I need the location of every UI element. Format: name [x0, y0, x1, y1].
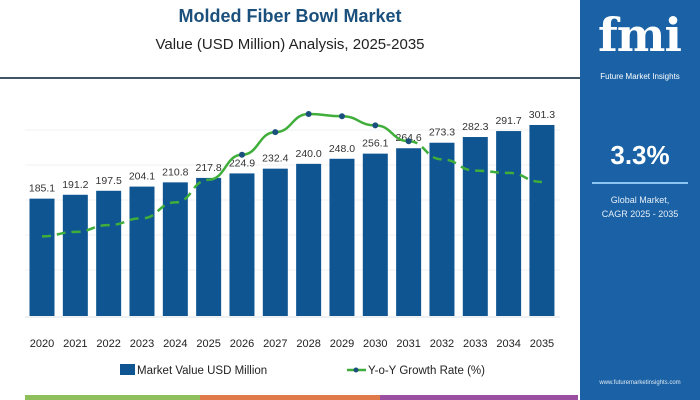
- bar-label-2025: 217.8: [196, 162, 222, 174]
- cagr-label: Global Market, CAGR 2025 - 2035: [580, 193, 700, 221]
- cagr-value: 3.3%: [610, 140, 670, 170]
- x-tick-2020: 2020: [30, 338, 54, 350]
- bar-2022: [96, 190, 122, 316]
- header-divider: [0, 77, 580, 79]
- legend-bar-label: Market Value USD Million: [137, 365, 267, 377]
- growth-marker-2027: [272, 129, 279, 136]
- x-tick-2033: 2033: [463, 338, 487, 350]
- bar-label-2021: 191.2: [62, 179, 88, 191]
- bar-label-2022: 197.5: [96, 175, 122, 187]
- x-tick-2035: 2035: [530, 338, 554, 350]
- bar-2023: [129, 186, 155, 316]
- bar-label-2027: 232.4: [262, 153, 288, 165]
- growth-line-dashed-start: [41, 178, 209, 238]
- bar-2024: [162, 182, 188, 316]
- legend-line-marker: [353, 367, 359, 373]
- x-tick-2022: 2022: [96, 338, 120, 350]
- x-tick-2026: 2026: [230, 338, 254, 350]
- x-tick-2023: 2023: [130, 338, 154, 350]
- bar-2025: [196, 177, 222, 316]
- growth-line-dashed-end: [408, 139, 542, 184]
- bar-label-2033: 282.3: [462, 121, 488, 133]
- bar-label-2026: 224.9: [229, 157, 255, 169]
- legend-bar-swatch: [120, 364, 135, 375]
- logo-text: Future Market Insights: [600, 72, 680, 81]
- strip-purple: [380, 395, 578, 400]
- strip-orange: [200, 395, 380, 400]
- bar-2032: [429, 142, 455, 316]
- bar-2029: [329, 158, 355, 316]
- bar-label-2030: 256.1: [362, 138, 388, 150]
- side-panel: fmi Future Market Insights 3.3% Global M…: [580, 0, 700, 400]
- bar-2034: [496, 131, 522, 316]
- bar-label-2023: 204.1: [129, 171, 155, 183]
- bar-label-2029: 248.0: [329, 143, 355, 155]
- x-tick-2025: 2025: [196, 338, 220, 350]
- x-tick-2028: 2028: [296, 338, 320, 350]
- bar-label-2034: 291.7: [495, 115, 521, 127]
- fmi-logo: fmi: [598, 8, 682, 62]
- bar-2033: [462, 137, 488, 316]
- bar-label-2032: 273.3: [429, 127, 455, 139]
- x-tick-2029: 2029: [330, 338, 354, 350]
- x-tick-2024: 2024: [163, 338, 187, 350]
- bar-2021: [62, 194, 88, 316]
- x-tick-2032: 2032: [430, 338, 454, 350]
- bar-2031: [396, 148, 422, 316]
- growth-marker-2026: [238, 151, 245, 158]
- chart-title: Molded Fiber Bowl Market: [178, 6, 402, 26]
- cagr-label-line1: Global Market,: [610, 195, 670, 205]
- bar-label-2020: 185.1: [29, 183, 55, 195]
- bar-2030: [362, 153, 388, 316]
- legend-line-label: Y-o-Y Growth Rate (%): [368, 365, 485, 377]
- bar-2020: [29, 198, 55, 316]
- chart-subtitle: Value (USD Million) Analysis, 2025-2035: [155, 36, 425, 53]
- strip-green: [25, 395, 200, 400]
- growth-marker-2029: [338, 113, 345, 120]
- bar-label-2028: 240.0: [295, 148, 321, 160]
- growth-marker-2028: [305, 111, 312, 117]
- bar-2026: [229, 173, 255, 316]
- x-tick-2030: 2030: [363, 338, 387, 350]
- bar-2035: [529, 124, 555, 316]
- growth-marker-2030: [372, 122, 379, 129]
- chart-area: 185.1 2020 191.2 2021 197.5 2022 204.1 2023 210.…: [25, 109, 560, 377]
- x-tick-2027: 2027: [263, 338, 287, 350]
- x-tick-2034: 2034: [496, 338, 520, 350]
- cagr-divider: [592, 182, 688, 184]
- growth-marker-2031: [405, 138, 412, 145]
- x-tick-2031: 2031: [396, 338, 420, 350]
- bar-2027: [262, 168, 288, 316]
- cagr-label-line2: CAGR 2025 - 2035: [601, 209, 679, 219]
- bar-2028: [296, 163, 322, 316]
- bar-label-2024: 210.8: [162, 166, 188, 178]
- x-tick-2021: 2021: [63, 338, 87, 350]
- bar-label-2035: 301.3: [529, 109, 555, 121]
- website-url: www.futuremarketinsights.com: [599, 380, 681, 386]
